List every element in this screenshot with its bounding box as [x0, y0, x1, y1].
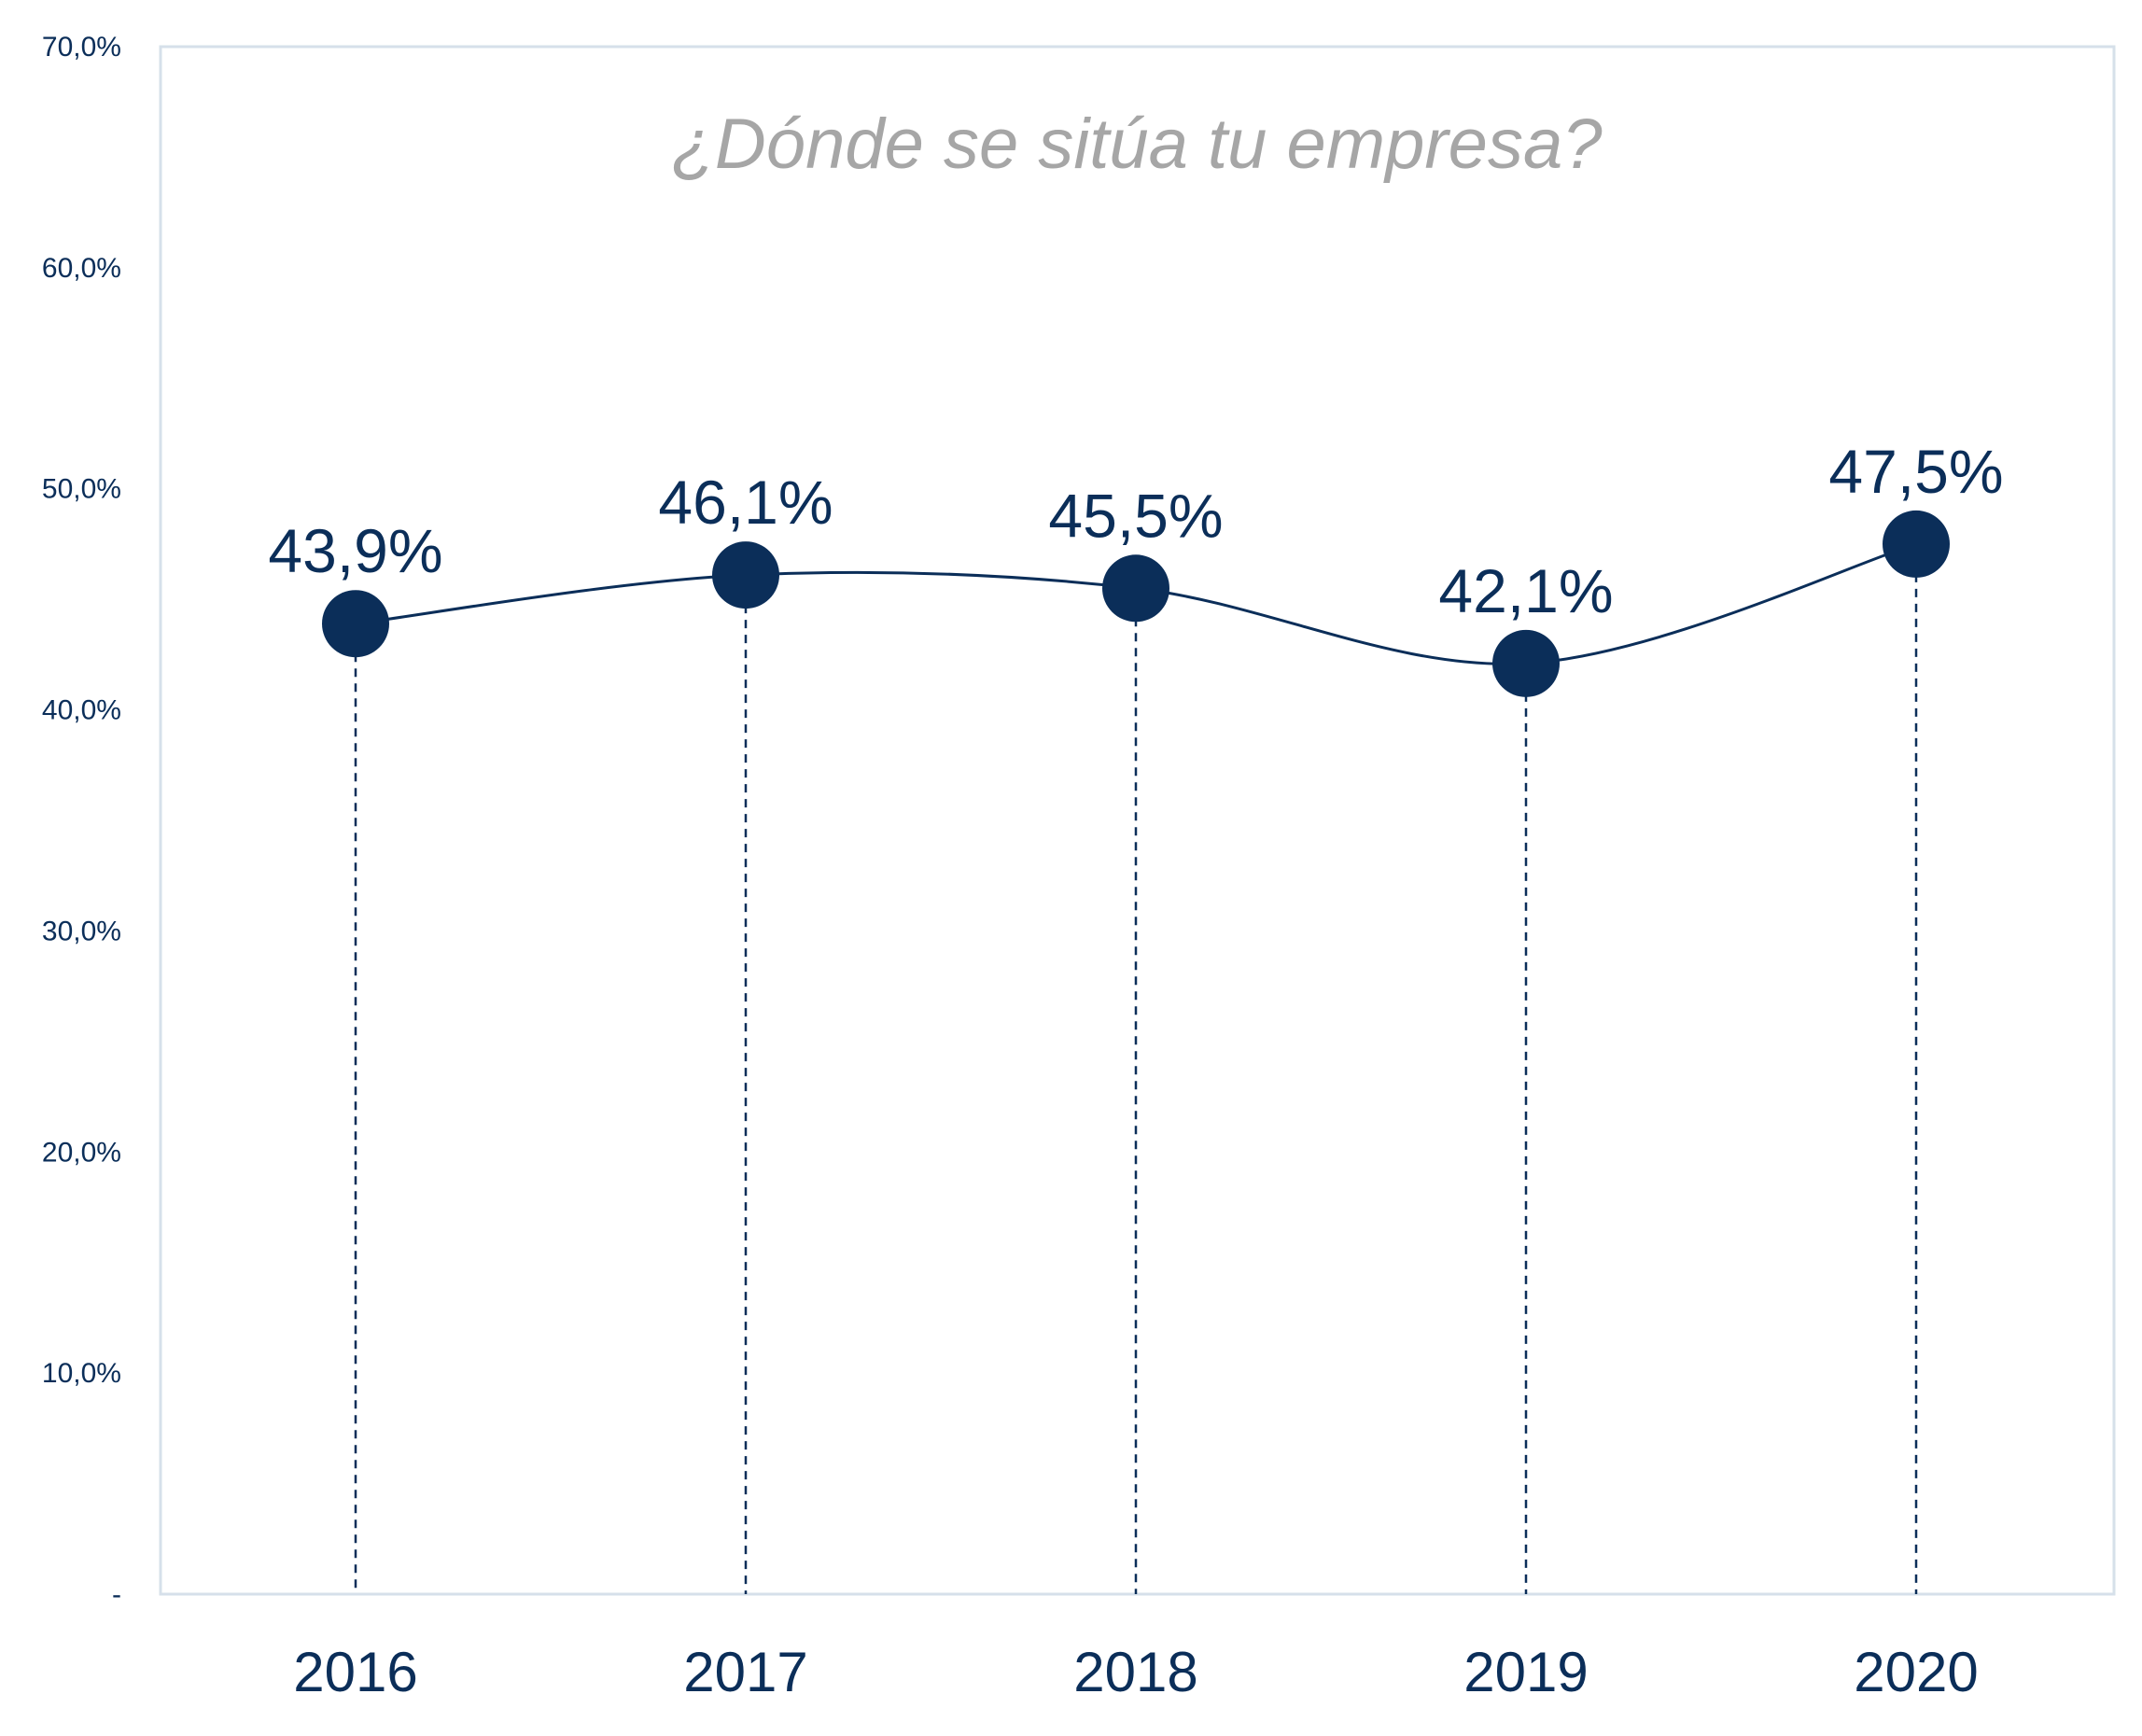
- y-axis-ticks: - 10,0% 20,0% 30,0% 40,0% 50,0% 60,0% 70,0%: [42, 32, 121, 1610]
- plot-area-border: [159, 45, 2116, 1596]
- data-point: [712, 541, 779, 609]
- data-label: 47,5%: [1828, 437, 2003, 506]
- y-tick-label: 50,0%: [42, 474, 121, 505]
- data-label: 45,5%: [1048, 481, 1223, 550]
- y-tick-label: 10,0%: [42, 1358, 121, 1389]
- drop-lines: [354, 543, 1918, 1594]
- data-points: [322, 510, 1950, 697]
- x-tick-label: 2019: [1463, 1641, 1588, 1703]
- x-tick-label: 2020: [1854, 1641, 1978, 1703]
- y-tick-label: 70,0%: [42, 32, 121, 63]
- data-label: 43,9%: [268, 516, 442, 585]
- x-axis-labels: 2016 2017 2018 2019 2020: [293, 1641, 1978, 1703]
- data-point: [1883, 510, 1950, 578]
- data-label: 46,1%: [658, 468, 833, 537]
- y-tick-label: 20,0%: [42, 1137, 121, 1168]
- x-tick-label: 2016: [293, 1641, 417, 1703]
- data-point: [322, 590, 389, 658]
- y-tick-label: 60,0%: [42, 253, 121, 284]
- y-tick-label: 30,0%: [42, 916, 121, 946]
- x-tick-label: 2017: [683, 1641, 807, 1703]
- y-tick-label: 40,0%: [42, 695, 121, 726]
- data-point: [1102, 554, 1169, 623]
- y-tick-label: -: [112, 1579, 121, 1610]
- x-tick-label: 2018: [1073, 1641, 1197, 1703]
- data-point: [1492, 629, 1560, 697]
- chart-title: ¿Dónde se sitúa tu empresa?: [672, 105, 1603, 184]
- data-labels: 43,9% 46,1% 45,5% 42,1% 47,5%: [268, 437, 2003, 625]
- data-label: 42,1%: [1438, 556, 1613, 625]
